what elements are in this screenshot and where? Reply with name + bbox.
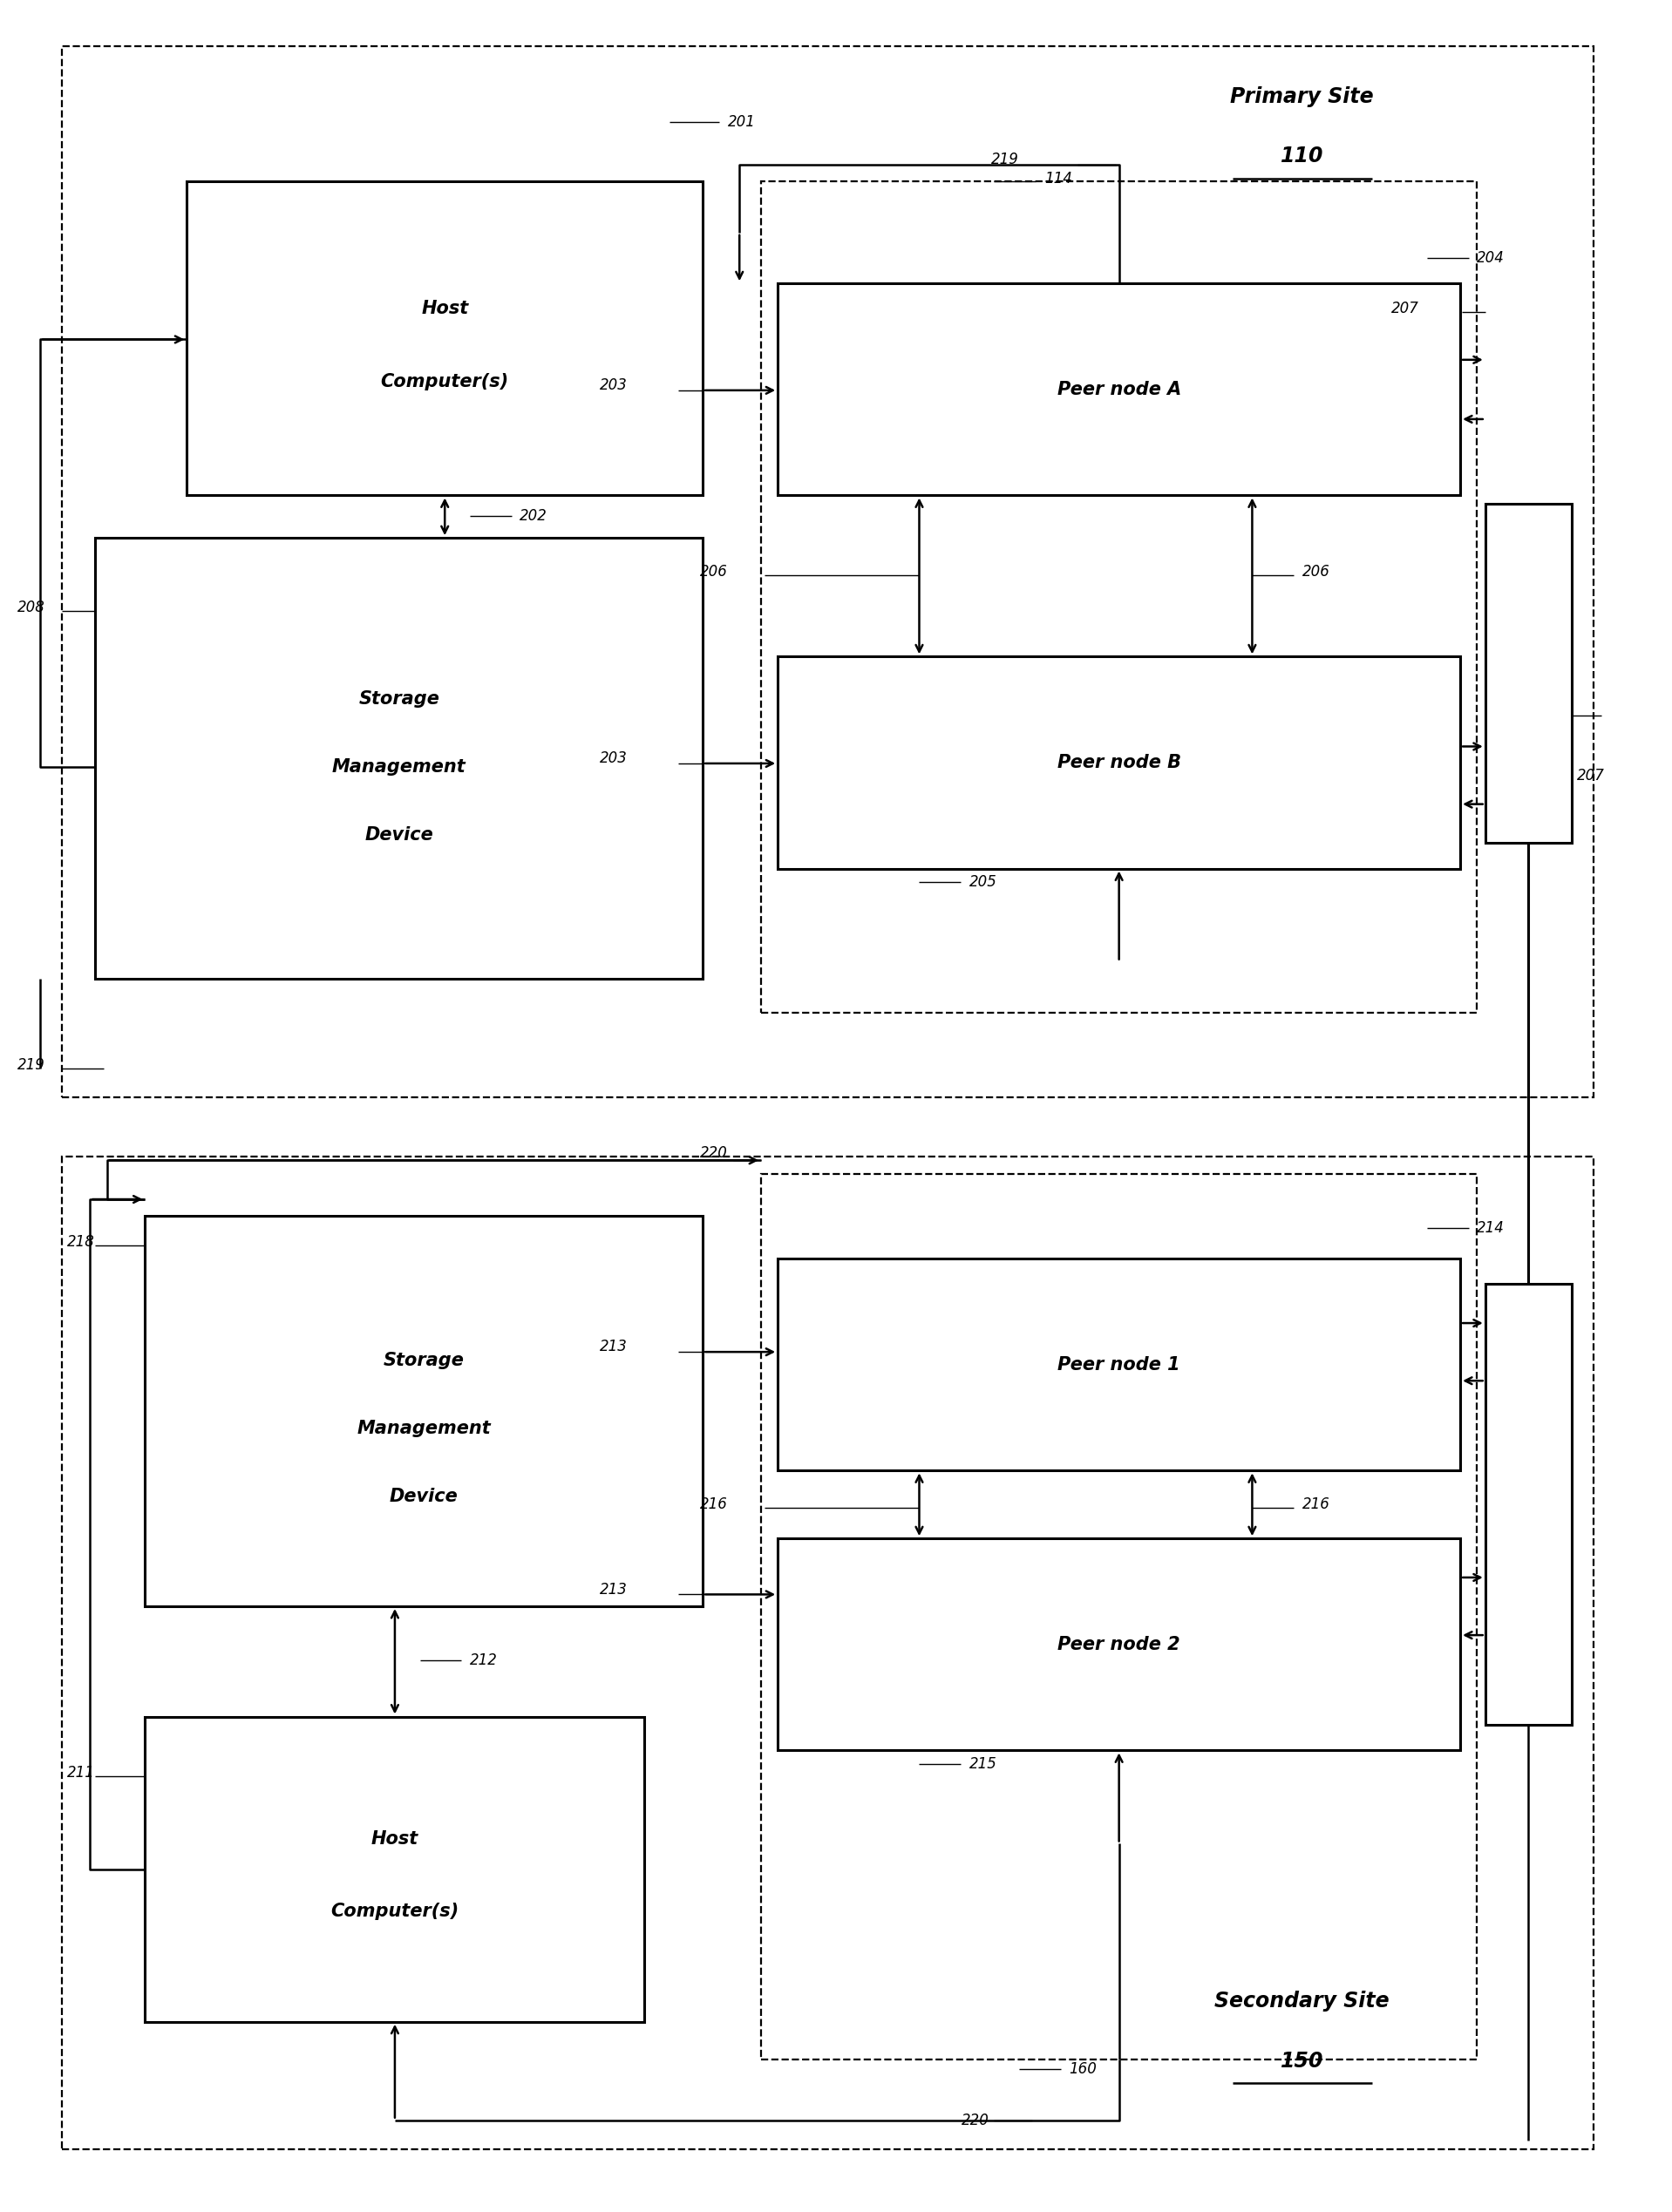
Text: 212: 212 bbox=[470, 1652, 498, 1668]
Text: 206: 206 bbox=[701, 564, 727, 580]
Bar bbox=[62, 1157, 1593, 2150]
Text: 213: 213 bbox=[600, 1582, 629, 1597]
Text: Computer(s): Computer(s) bbox=[331, 1902, 460, 1920]
Text: 211: 211 bbox=[67, 1765, 95, 1781]
Text: 220: 220 bbox=[701, 1146, 727, 1161]
Text: Peer node 1: Peer node 1 bbox=[1058, 1356, 1180, 1374]
Text: 207: 207 bbox=[1391, 301, 1418, 316]
Text: 216: 216 bbox=[1302, 1498, 1329, 1513]
Text: Peer node A: Peer node A bbox=[1057, 380, 1180, 398]
Text: 219: 219 bbox=[991, 153, 1020, 168]
Text: 201: 201 bbox=[727, 115, 756, 131]
Bar bbox=[777, 657, 1460, 869]
Text: 215: 215 bbox=[970, 1756, 997, 1772]
Text: 218: 218 bbox=[67, 1234, 95, 1250]
Bar bbox=[761, 181, 1476, 1013]
Text: 110: 110 bbox=[1281, 146, 1324, 166]
Text: 203: 203 bbox=[600, 750, 629, 765]
Bar bbox=[145, 1717, 644, 2022]
Text: Peer node B: Peer node B bbox=[1057, 754, 1180, 772]
Text: Peer node 2: Peer node 2 bbox=[1058, 1635, 1180, 1652]
Text: 203: 203 bbox=[600, 378, 629, 394]
Text: 216: 216 bbox=[701, 1498, 727, 1513]
Bar bbox=[62, 46, 1593, 1097]
Text: 205: 205 bbox=[970, 874, 997, 889]
Text: 206: 206 bbox=[1302, 564, 1329, 580]
Bar bbox=[777, 1259, 1460, 1471]
Text: Management: Management bbox=[333, 759, 466, 776]
Bar bbox=[187, 181, 702, 495]
Text: 219: 219 bbox=[17, 1057, 45, 1073]
Bar bbox=[761, 1175, 1476, 2059]
Text: 204: 204 bbox=[1476, 250, 1505, 265]
Text: 150: 150 bbox=[1281, 2051, 1324, 2070]
Text: 202: 202 bbox=[520, 509, 547, 524]
Text: Secondary Site: Secondary Site bbox=[1214, 1991, 1389, 2013]
Bar bbox=[1485, 504, 1572, 843]
Text: 114: 114 bbox=[1043, 170, 1072, 186]
Bar bbox=[95, 538, 702, 978]
Bar bbox=[777, 283, 1460, 495]
Text: Device: Device bbox=[390, 1486, 458, 1504]
Text: Storage: Storage bbox=[383, 1352, 465, 1369]
Text: 160: 160 bbox=[1068, 2062, 1097, 2077]
Bar bbox=[145, 1217, 702, 1606]
Bar bbox=[777, 1540, 1460, 1750]
Text: 207: 207 bbox=[1577, 768, 1605, 783]
Text: Host: Host bbox=[371, 1829, 418, 1847]
Text: Primary Site: Primary Site bbox=[1231, 86, 1374, 108]
Text: Storage: Storage bbox=[358, 690, 440, 708]
Text: Management: Management bbox=[356, 1420, 492, 1438]
Text: 208: 208 bbox=[17, 599, 45, 615]
Text: 214: 214 bbox=[1476, 1221, 1505, 1237]
Text: Host: Host bbox=[421, 301, 468, 319]
Text: Device: Device bbox=[364, 825, 433, 843]
Bar bbox=[1485, 1285, 1572, 1725]
Text: Computer(s): Computer(s) bbox=[381, 374, 508, 392]
Text: 213: 213 bbox=[600, 1338, 629, 1354]
Text: 220: 220 bbox=[961, 2112, 990, 2128]
